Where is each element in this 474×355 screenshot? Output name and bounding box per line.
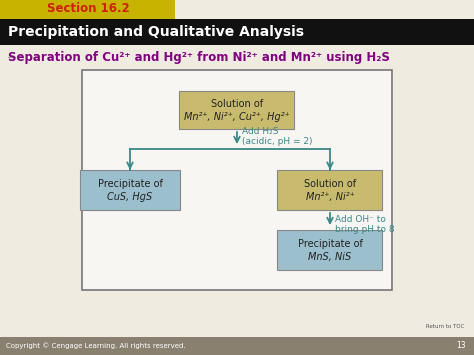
Text: Copyright © Cengage Learning. All rights reserved.: Copyright © Cengage Learning. All rights…	[6, 343, 186, 349]
FancyBboxPatch shape	[0, 0, 175, 19]
Text: CuS, HgS: CuS, HgS	[108, 192, 153, 202]
Bar	[0, 337, 474, 355]
Text: Add OH⁻ to: Add OH⁻ to	[335, 215, 386, 224]
Text: Mn²⁺, Ni²⁺: Mn²⁺, Ni²⁺	[306, 192, 355, 202]
Text: Solution of: Solution of	[211, 99, 263, 109]
Text: Precipitation and Qualitative Analysis: Precipitation and Qualitative Analysis	[8, 25, 304, 39]
Text: Precipitate of: Precipitate of	[98, 179, 163, 189]
Text: Precipitate of: Precipitate of	[298, 239, 363, 249]
Text: MnS, NiS: MnS, NiS	[309, 252, 352, 262]
Text: (acidic, pH = 2): (acidic, pH = 2)	[242, 137, 312, 146]
Bar	[277, 170, 383, 210]
Bar	[180, 91, 294, 129]
Text: #800080: #800080	[8, 56, 14, 58]
Text: Separation of Cu²⁺ and Hg²⁺ from Ni²⁺ and Mn²⁺ using H₂S: Separation of Cu²⁺ and Hg²⁺ from Ni²⁺ an…	[8, 50, 390, 64]
Bar	[0, 19, 474, 45]
Bar	[82, 70, 392, 290]
Text: bring pH to 8: bring pH to 8	[335, 224, 395, 234]
Text: Return to TOC: Return to TOC	[426, 324, 464, 329]
Text: Add H₂S: Add H₂S	[242, 127, 279, 137]
Text: 13: 13	[456, 342, 466, 350]
Text: Mn²⁺, Ni²⁺, Cu²⁺, Hg²⁺: Mn²⁺, Ni²⁺, Cu²⁺, Hg²⁺	[184, 112, 290, 122]
Polygon shape	[0, 0, 190, 19]
Bar	[277, 230, 383, 270]
Text: Section 16.2: Section 16.2	[46, 2, 129, 16]
Bar	[80, 170, 180, 210]
Text: Solution of: Solution of	[304, 179, 356, 189]
